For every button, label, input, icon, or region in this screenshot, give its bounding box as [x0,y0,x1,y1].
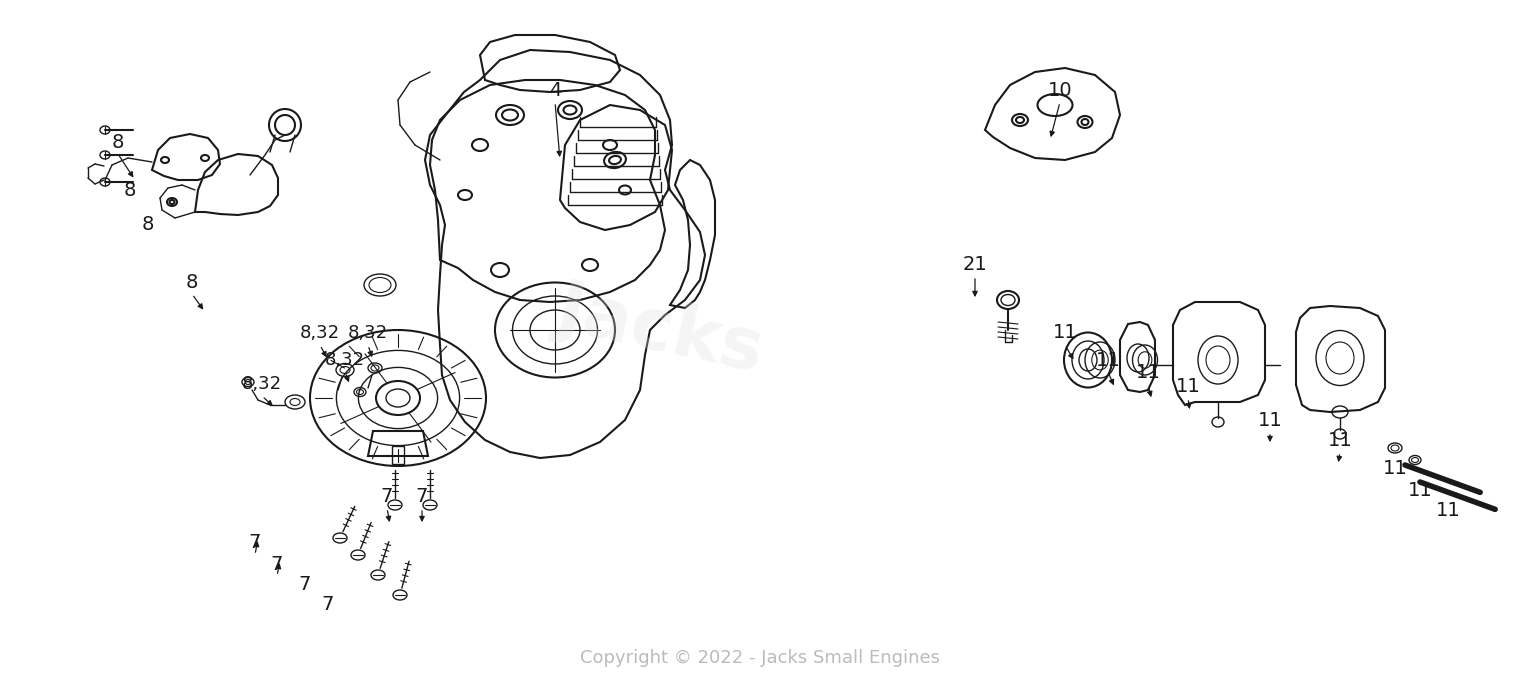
Text: 11: 11 [1435,500,1461,519]
Text: 11: 11 [1408,480,1432,500]
Text: 8,32: 8,32 [348,324,388,342]
Text: 11: 11 [1096,351,1120,370]
Text: 11: 11 [1257,410,1283,430]
Text: 11: 11 [1175,377,1201,395]
Text: 8,32: 8,32 [242,375,283,393]
Text: 4: 4 [549,80,561,99]
Text: 8,32: 8,32 [299,324,340,342]
Text: 11: 11 [1135,363,1160,382]
Text: 8: 8 [123,181,137,199]
Bar [392,446,404,464]
Text: 7: 7 [249,533,261,552]
Text: 8: 8 [112,132,125,151]
Text: 7: 7 [416,486,429,505]
Text: 7: 7 [322,594,334,613]
Text: Copyright © 2022 - Jacks Small Engines: Copyright © 2022 - Jacks Small Engines [581,649,939,667]
Text: 8: 8 [141,214,154,234]
Text: 11: 11 [1327,430,1353,449]
Text: 8,32: 8,32 [325,351,365,369]
Text: 7: 7 [299,575,312,594]
Text: Jacks: Jacks [550,274,769,386]
Text: 10: 10 [1047,80,1072,99]
Text: 7: 7 [271,554,283,573]
Text: 11: 11 [1383,458,1408,477]
Text: 8: 8 [185,272,198,291]
Text: 7: 7 [382,486,394,505]
Text: 11: 11 [1053,323,1078,342]
Text: 21: 21 [962,256,988,274]
